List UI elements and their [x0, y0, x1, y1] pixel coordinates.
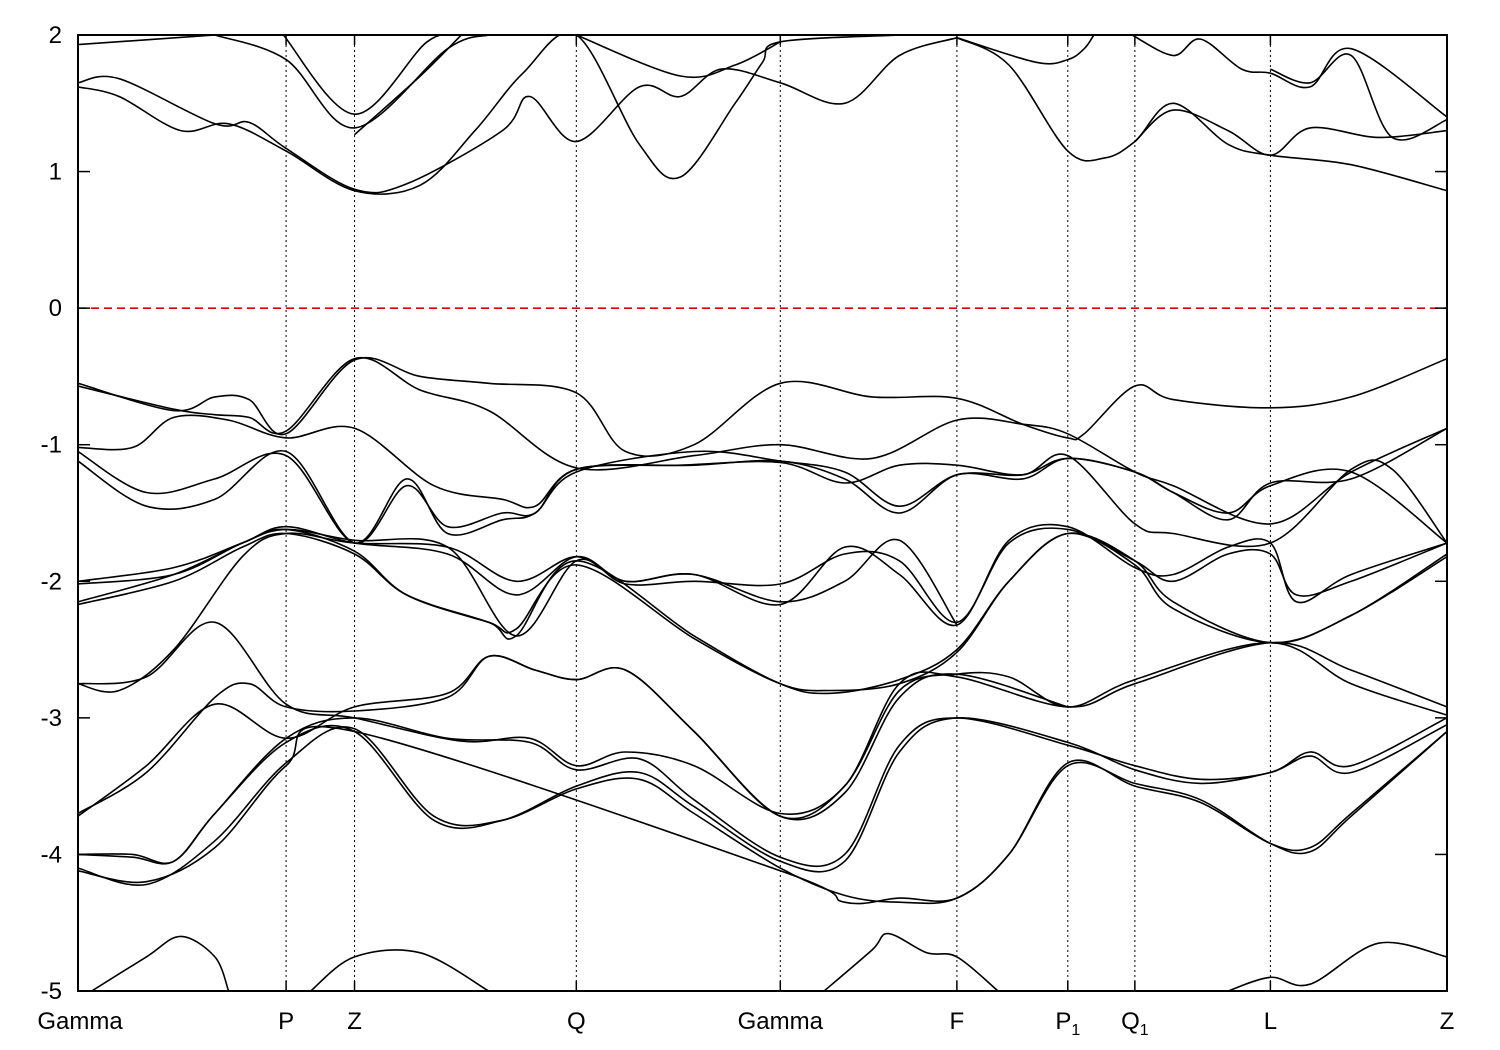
x-tick-label: P1 — [1055, 1008, 1080, 1039]
band-line-32 — [823, 932, 999, 991]
band-line-7 — [576, 35, 781, 78]
band-line-27 — [78, 717, 1447, 873]
y-tick-label: 0 — [49, 295, 62, 322]
band-line-4 — [78, 36, 958, 194]
band-line-8 — [956, 36, 1447, 192]
band-line-5 — [78, 35, 900, 195]
band-line-29 — [78, 725, 1447, 905]
band-line-15 — [78, 414, 1447, 548]
band-line-9 — [956, 35, 1095, 65]
band-line-33 — [1227, 941, 1447, 991]
band-line-10 — [1134, 109, 1447, 157]
band-line-31 — [310, 949, 490, 991]
band-line-18 — [78, 523, 1447, 627]
x-tick-label: Z — [347, 1008, 362, 1035]
x-tick-label: P — [278, 1008, 294, 1035]
band-line-17 — [78, 449, 1447, 544]
y-tick-label: 2 — [49, 22, 62, 49]
band-line-14 — [78, 356, 1447, 525]
y-tick-label: 1 — [49, 159, 62, 186]
band-line-11 — [1131, 35, 1447, 118]
band-line-16 — [78, 427, 1447, 544]
band-line-24 — [78, 641, 1447, 820]
high-symmetry-lines — [285, 35, 1271, 991]
band-line-21 — [78, 532, 1447, 695]
y-axis-ticks: -5 -4 -3 -2 -1 0 1 2 — [41, 22, 1447, 1005]
y-tick-label: -2 — [41, 568, 62, 595]
band-line-20 — [78, 528, 1447, 692]
x-axis-ticks: Gamma P Z Q Gamma F P1 Q1 L Z — [37, 35, 1454, 1039]
band-line-25 — [78, 654, 1069, 821]
y-tick-label: -5 — [41, 978, 62, 1005]
band-line-28 — [78, 726, 1447, 905]
band-line-22 — [78, 532, 958, 693]
x-tick-label: Gamma — [37, 1008, 123, 1035]
band-line-3 — [282, 35, 462, 116]
band-line-30 — [91, 935, 230, 991]
y-tick-label: -4 — [41, 841, 62, 868]
band-line-19 — [78, 527, 1447, 637]
x-tick-label: L — [1264, 1008, 1277, 1035]
y-tick-label: -3 — [41, 705, 62, 732]
x-tick-label: Q — [567, 1008, 586, 1035]
band-line-1 — [78, 35, 215, 46]
band-line-26 — [78, 717, 1447, 868]
band-line-2 — [214, 35, 489, 129]
band-line-23 — [78, 621, 1447, 815]
band-lines — [78, 35, 1447, 991]
x-tick-label: Z — [1440, 1008, 1455, 1035]
x-tick-label: F — [950, 1008, 965, 1035]
band-line-13 — [78, 357, 1447, 457]
plot-frame — [77, 34, 1448, 992]
x-tick-label: Gamma — [738, 1008, 824, 1035]
band-line-6 — [353, 35, 462, 136]
x-tick-label: Q1 — [1121, 1008, 1149, 1039]
y-tick-label: -1 — [41, 432, 62, 459]
band-line-12 — [1270, 53, 1447, 141]
